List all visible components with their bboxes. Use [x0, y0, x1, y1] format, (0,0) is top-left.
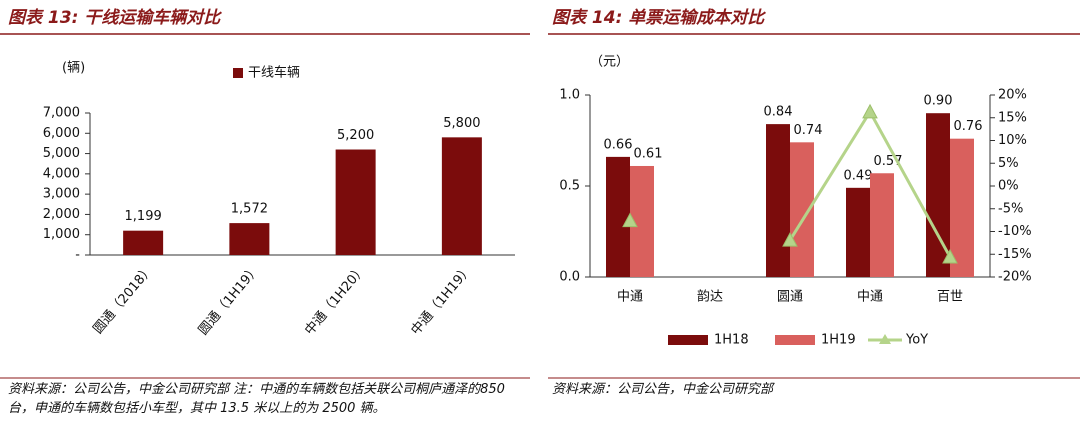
bar [870, 173, 894, 277]
y-tick-label: 1.0 [559, 88, 580, 103]
y-tick-label: 5,000 [43, 146, 80, 161]
legend-label: 干线车辆 [248, 65, 300, 81]
y-tick-label: 4,000 [43, 166, 80, 181]
bar [335, 149, 376, 255]
y-tick-label: -15% [998, 247, 1032, 262]
x-tick-label: 中通（1H20） [302, 262, 369, 338]
y-tick-label: -20% [998, 270, 1032, 285]
y-tick-label: 0% [998, 179, 1019, 194]
bar [441, 137, 482, 255]
y-tick-label: 1,000 [43, 227, 80, 242]
y-tick-label: 15% [998, 110, 1027, 125]
source: 资料来源：公司公告，中金公司研究部 [552, 382, 774, 397]
marker [782, 232, 798, 247]
x-tick-label: 圆通（1H19） [196, 262, 263, 338]
y-unit: （元） [590, 55, 629, 70]
value-label: 1,199 [125, 209, 162, 224]
y-tick-label: - [75, 248, 80, 263]
value-label: 0.90 [924, 94, 953, 109]
value-label: 1,572 [231, 202, 268, 217]
marker [942, 248, 958, 264]
chart-title: 图表 13: 干线运输车辆对比 [8, 8, 222, 28]
y-tick-label: 5% [998, 156, 1019, 171]
x-tick-label: 中通 [857, 290, 883, 305]
y-tick-label: 0.5 [559, 179, 580, 194]
legend-swatch [775, 335, 815, 345]
chart-title: 图表 14: 单票运输成本对比 [552, 8, 766, 28]
source: 资料来源：公司公告，中金公司研究部 注：中通的车辆数包括关联公司桐庐通泽的850… [8, 382, 505, 416]
x-tick-label: 中通（1H19） [408, 262, 475, 338]
y-tick-label: 2,000 [43, 207, 80, 222]
y-tick-label: -10% [998, 224, 1032, 239]
bar [606, 156, 630, 277]
legend-swatch [233, 68, 243, 78]
bar [950, 138, 974, 277]
y-tick-label: 10% [998, 133, 1027, 148]
x-tick-label: 圆通 [777, 290, 803, 305]
legend-swatch [879, 334, 891, 344]
y-tick-label: 0.0 [559, 270, 580, 285]
bar [846, 187, 870, 277]
value-label: 0.76 [954, 119, 983, 134]
y-tick-label: 3,000 [43, 187, 80, 202]
value-label: 5,800 [443, 116, 480, 131]
legend-label: 1H18 [714, 333, 749, 348]
bar [766, 124, 790, 278]
marker [622, 212, 638, 228]
y-tick-label: 6,000 [43, 126, 80, 141]
legend-label: YoY [905, 333, 928, 348]
marker [862, 103, 878, 119]
x-tick-label: 圆通（2018） [91, 262, 157, 337]
x-tick-label: 百世 [937, 290, 963, 305]
y-tick-label: 20% [998, 88, 1027, 103]
x-tick-label: 韵达 [697, 290, 723, 305]
value-label: 5,200 [337, 128, 374, 143]
y-unit: (辆) [62, 61, 85, 76]
value-label: 0.84 [764, 105, 793, 120]
legend-swatch [668, 335, 708, 345]
y-tick-label: -5% [998, 201, 1023, 216]
bar [123, 230, 164, 255]
value-label: 0.49 [844, 168, 873, 183]
bar [229, 223, 270, 255]
value-label: 0.66 [604, 137, 633, 152]
value-label: 0.61 [634, 146, 663, 161]
x-tick-label: 中通 [617, 290, 643, 305]
y-tick-label: 7,000 [43, 106, 80, 121]
value-label: 0.74 [794, 123, 823, 138]
legend-label: 1H19 [821, 333, 856, 348]
